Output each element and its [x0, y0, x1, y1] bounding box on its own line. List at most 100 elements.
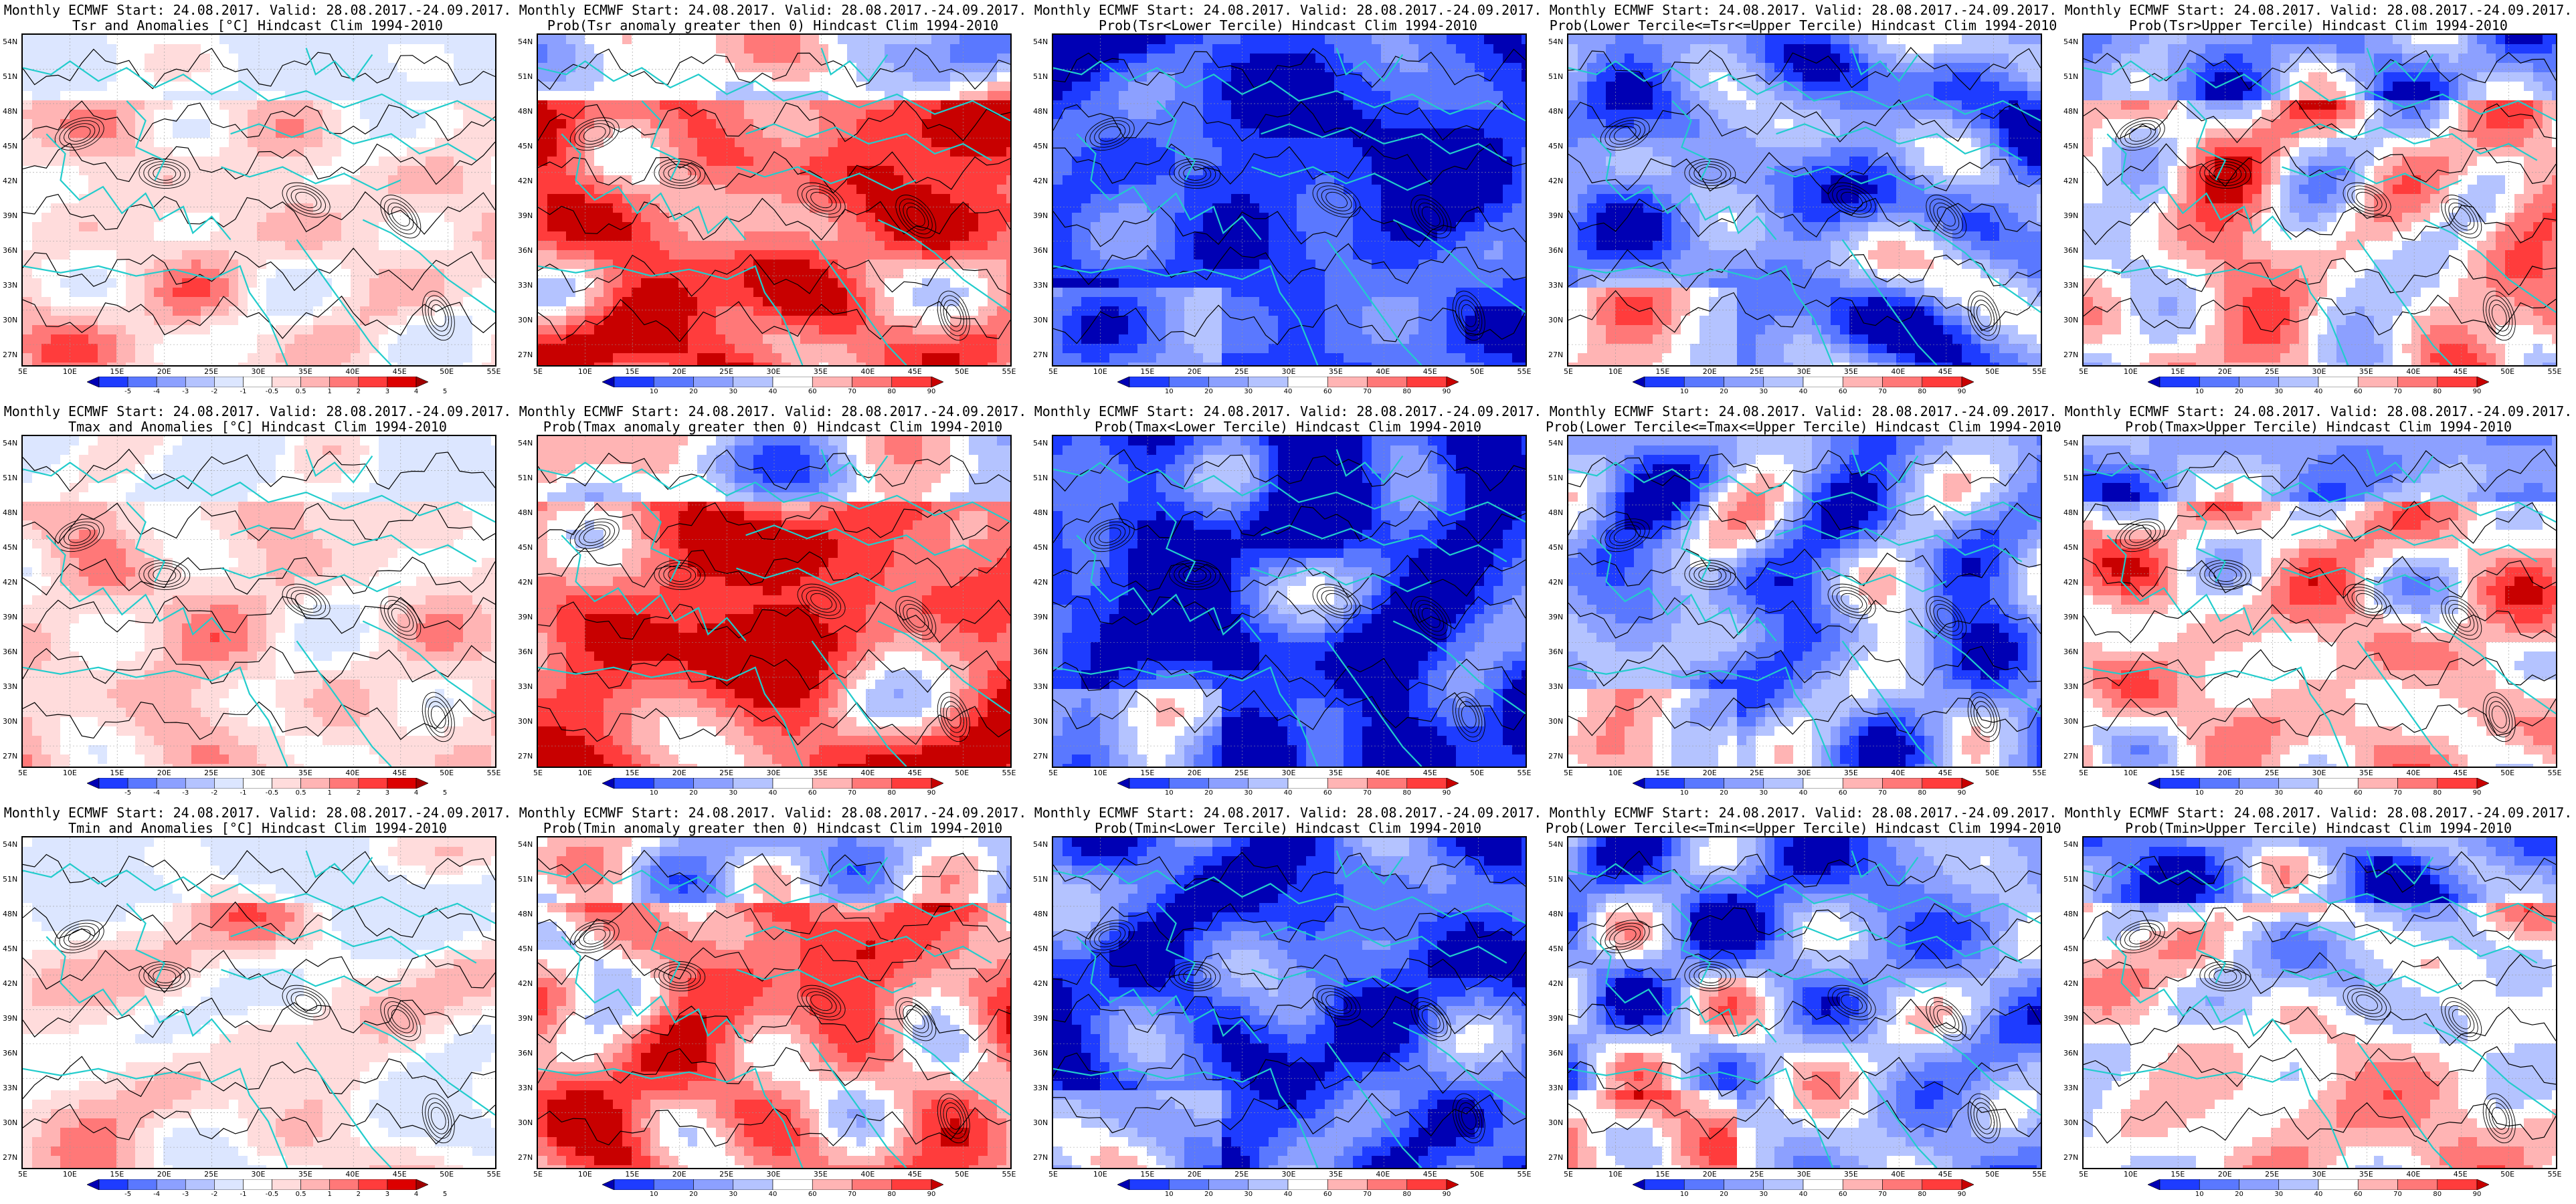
field-cell — [1372, 203, 1382, 213]
field-cell — [23, 35, 33, 45]
field-cell — [435, 166, 445, 176]
field-cell — [294, 222, 304, 232]
field-cell — [1306, 138, 1316, 148]
field-cell — [323, 157, 333, 167]
field-cell — [379, 166, 389, 176]
field-cell — [763, 363, 773, 365]
field-cell — [1128, 63, 1138, 73]
field-cell — [744, 82, 754, 92]
field-cell — [781, 72, 792, 82]
field-cell — [585, 363, 595, 365]
field-cell — [697, 91, 707, 101]
field-cell — [210, 185, 220, 195]
field-cell — [903, 157, 913, 167]
field-cell — [538, 241, 548, 251]
field-cell — [922, 288, 932, 298]
field-cell — [1493, 213, 1503, 223]
field-cell — [201, 260, 211, 270]
field-cell — [388, 325, 398, 335]
field-cell — [622, 363, 632, 365]
field-cell — [969, 297, 979, 307]
field-cell — [791, 260, 801, 270]
longitude-label: 10E — [63, 367, 77, 376]
field-cell — [725, 306, 735, 316]
field-cell — [285, 316, 295, 326]
field-cell — [219, 344, 229, 354]
field-cell — [1418, 100, 1429, 110]
field-cell — [294, 119, 304, 129]
field-cell — [1137, 213, 1147, 223]
field-cell — [407, 35, 417, 45]
field-cell — [922, 72, 932, 82]
field-cell — [88, 63, 98, 73]
field-cell — [126, 35, 136, 45]
field-cell — [1175, 72, 1185, 82]
field-cell — [1194, 138, 1204, 148]
field-cell — [1362, 222, 1372, 232]
field-cell — [229, 269, 239, 279]
field-cell — [32, 203, 42, 213]
field-cell — [266, 278, 276, 288]
field-cell — [79, 316, 89, 326]
field-cell — [145, 260, 155, 270]
field-cell — [838, 269, 848, 279]
field-cell — [1344, 82, 1354, 92]
field-cell — [369, 363, 379, 365]
field-cell — [585, 250, 595, 260]
field-cell — [1269, 203, 1279, 213]
field-cell — [266, 344, 276, 354]
field-cell — [323, 128, 333, 138]
field-cell — [988, 44, 998, 54]
field-cell — [847, 269, 857, 279]
field-cell — [650, 363, 660, 365]
field-cell — [107, 82, 117, 92]
field-cell — [182, 306, 192, 316]
field-cell — [463, 194, 473, 204]
field-cell — [594, 63, 604, 73]
field-cell — [360, 44, 370, 54]
field-cell — [1447, 110, 1457, 120]
field-cell — [594, 35, 604, 45]
field-cell — [856, 269, 866, 279]
field-cell — [369, 157, 379, 167]
field-cell — [201, 306, 211, 316]
field-cell — [351, 278, 361, 288]
field-cell — [1362, 203, 1372, 213]
field-cell — [1006, 91, 1010, 101]
field-cell — [182, 269, 192, 279]
field-cell — [1456, 44, 1466, 54]
field-cell — [435, 213, 445, 223]
field-cell — [173, 325, 183, 335]
field-cell — [1418, 147, 1429, 157]
field-cell — [1259, 44, 1269, 54]
field-cell — [838, 288, 848, 298]
field-cell — [388, 363, 398, 365]
field-cell — [1184, 231, 1194, 241]
field-cell — [1053, 72, 1063, 82]
field-cell — [219, 288, 229, 298]
field-cell — [32, 147, 42, 157]
field-cell — [435, 241, 445, 251]
field-cell — [557, 222, 567, 232]
field-cell — [229, 147, 239, 157]
field-cell — [135, 334, 145, 344]
field-cell — [107, 222, 117, 232]
field-cell — [1306, 213, 1316, 223]
field-cell — [988, 306, 998, 316]
field-cell — [1222, 213, 1232, 223]
coastline — [362, 219, 495, 313]
field-cell — [903, 119, 913, 129]
field-cell — [1325, 54, 1335, 64]
field-cell — [847, 119, 857, 129]
field-cell — [547, 110, 557, 120]
field-cell — [70, 128, 80, 138]
field-cell — [173, 82, 183, 92]
field-cell — [1156, 63, 1166, 73]
field-cell — [154, 278, 164, 288]
field-cell — [1409, 166, 1419, 176]
field-cell — [379, 297, 389, 307]
field-cell — [88, 119, 98, 129]
field-cell — [641, 353, 651, 363]
field-cell — [341, 363, 351, 365]
field-cell — [1081, 194, 1091, 204]
